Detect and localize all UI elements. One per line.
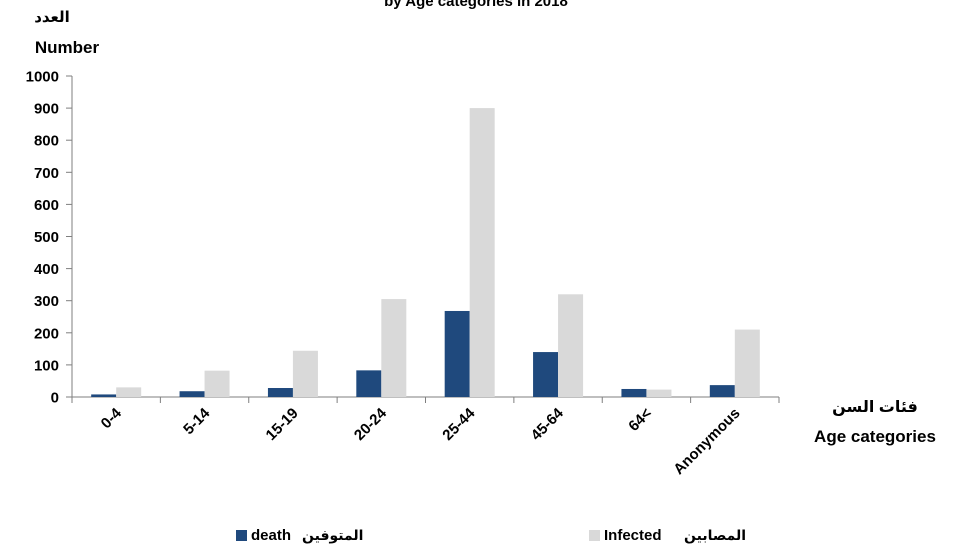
bar-death-Anonymous (709, 385, 735, 397)
legend: death المتوفين Infected المصابين (236, 527, 746, 544)
y-tick-label: 700 (34, 165, 59, 182)
x-tick-label: 20-24 (351, 404, 391, 444)
x-tick-label: 25-44 (439, 404, 479, 444)
bar-death-45-64 (533, 352, 559, 397)
y-tick-label: 0 (51, 390, 59, 407)
bar-infected-15-19 (292, 350, 318, 397)
x-tick-label: 15-19 (263, 405, 302, 444)
bar-death-25-44 (444, 310, 470, 397)
chart-title: by Age categories in 2018 (384, 0, 568, 10)
bar-infected-5-14 (204, 370, 230, 397)
y-tick-label: 200 (34, 325, 59, 342)
x-tick-label: 0-4 (98, 404, 126, 432)
bar-infected-Anonymous (734, 329, 760, 397)
x-tick-label: Anonymous (670, 405, 743, 478)
y-tick-label: 300 (34, 293, 59, 310)
legend-swatch-death (236, 530, 247, 541)
bar-infected-0-4 (116, 387, 142, 397)
y-tick-label: 600 (34, 197, 59, 214)
y-tick-label: 900 (34, 101, 59, 118)
bar-infected-45-64 (558, 294, 584, 397)
y-axis-title: Number (35, 38, 100, 57)
y-axis-title-arabic: العدد (34, 9, 70, 26)
legend-label-death-arabic: المتوفين (302, 527, 363, 544)
y-tick-label: 100 (34, 357, 59, 374)
x-axis-title: Age categories (814, 427, 936, 446)
bar-infected-20-24 (381, 299, 407, 397)
bar-infected-25-44 (469, 108, 495, 397)
y-tick-label: 800 (34, 133, 59, 150)
y-tick-label: 1000 (26, 69, 59, 86)
y-tick-label: 500 (34, 229, 59, 246)
legend-label-death: death (251, 527, 291, 544)
x-axis-title-arabic: فئات السن (832, 399, 918, 416)
bar-death-15-19 (267, 388, 293, 397)
bar-death-0-4 (91, 394, 117, 397)
legend-label-infected-arabic: المصابين (684, 527, 746, 544)
bar-death-20-24 (356, 370, 382, 397)
bar-death-64< (621, 388, 647, 397)
plot-area: 0 100 200 300 400 500 600 700 800 900 1000 0-4 5-14 1… (26, 69, 780, 478)
y-tick-label: 400 (34, 261, 59, 278)
x-tick-label: 45-64 (528, 404, 568, 444)
x-tick-label: 5-14 (180, 404, 214, 438)
legend-label-infected: Infected (604, 527, 662, 544)
legend-swatch-infected (589, 530, 600, 541)
bar-death-5-14 (179, 391, 205, 397)
x-tick-label: 64< (625, 405, 655, 435)
bar-infected-64< (646, 389, 672, 397)
